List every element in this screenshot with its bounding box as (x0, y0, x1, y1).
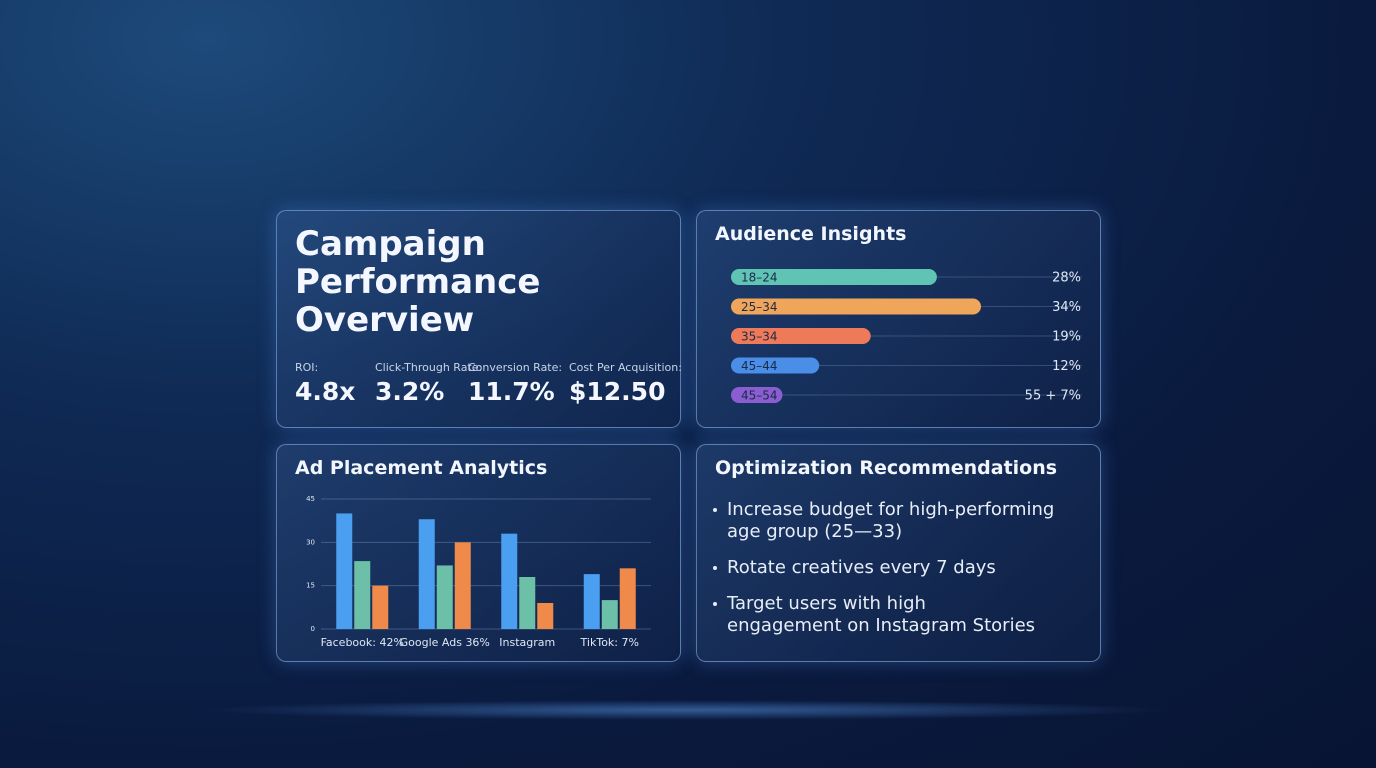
recommendation: Increase budget for high-performing age g… (713, 499, 1054, 543)
panel-title: Ad Placement Analytics (295, 457, 548, 479)
bar-label: 45–54 (741, 389, 778, 403)
bar (418, 519, 435, 629)
bar (519, 577, 536, 629)
bar-label: 45–44 (741, 359, 778, 373)
metric-label: Conversion Rate: (468, 361, 563, 374)
recommendations-panel: Optimization Recommendations Increase bu… (696, 444, 1101, 662)
bar (731, 328, 871, 344)
x-tick-label: Google Ads 36% (400, 636, 490, 649)
metric-value: 4.8x (295, 377, 356, 406)
x-tick-label: TikTok: 7% (580, 636, 639, 649)
bar (537, 603, 554, 629)
bar-label: 35–34 (741, 330, 778, 344)
title-line: Performance (295, 262, 541, 302)
bar (731, 357, 820, 374)
y-tick-label: 0 (311, 625, 315, 633)
floor-glow (200, 700, 1176, 720)
metric-label: Click-Through Rate: (375, 361, 483, 374)
metric-label: Cost Per Acquisition: (569, 361, 682, 374)
recommendation-line: Rotate creatives every 7 days (727, 557, 996, 578)
recommendation-list: Increase budget for high-performing age g… (713, 499, 1054, 651)
value-label: 19% (1052, 330, 1081, 345)
performance-panel: Campaign Performance Overview ROI: 4.8x Cl… (276, 210, 682, 428)
bar (501, 533, 518, 629)
metric-value: $12.50 (569, 377, 666, 406)
value-label: 55 + 7% (1025, 389, 1081, 404)
title-line: Overview (295, 300, 475, 340)
bar (583, 574, 600, 629)
bar-label: 25–34 (741, 300, 778, 314)
bar (354, 561, 371, 629)
recommendation-line: Increase budget for high-performing (727, 499, 1055, 520)
bar (372, 585, 389, 629)
bar (731, 387, 783, 403)
x-tick-label: Facebook: 42% (321, 636, 404, 649)
bar-label: 18–24 (741, 271, 778, 285)
placement-chart: 0 15 30 45 Facebook: 42%Google Ads 36% Instag… (306, 495, 651, 649)
audience-panel: Audience Insights 18–24 28% 25–34 34% 35–34 1… (696, 210, 1101, 428)
x-tick-label: Instagram (499, 636, 555, 649)
metric-value: 11.7% (468, 377, 555, 406)
bullet (713, 566, 717, 570)
y-tick-label: 45 (306, 495, 315, 503)
recommendation-line: Target users with high (727, 593, 926, 614)
metric-label: ROI: (295, 361, 319, 374)
performance-title: Campaign Performance Overview (295, 225, 540, 339)
recommendation: Target users with high engagement on Inst… (713, 593, 1054, 637)
bar (731, 269, 937, 285)
metric-value: 3.2% (375, 377, 445, 406)
value-label: 12% (1052, 359, 1081, 374)
bar (619, 568, 636, 629)
audience-chart: 18–24 28% 25–34 34% 35–34 19% 45–44 12% 45–54 55 … (731, 269, 1082, 404)
value-label: 28% (1052, 271, 1081, 286)
value-label: 34% (1052, 300, 1081, 315)
bar (336, 513, 353, 629)
panel-title: Audience Insights (715, 223, 907, 245)
y-tick-label: 15 (306, 582, 315, 590)
panel-title: Optimization Recommendations (715, 457, 1058, 479)
bullet (713, 602, 717, 606)
bar (436, 565, 453, 629)
placement-panel: Ad Placement Analytics 0 15 30 45 Facebook: … (276, 444, 681, 662)
bullet (713, 508, 717, 512)
title-line: Campaign (295, 224, 486, 264)
recommendation: Rotate creatives every 7 days (713, 557, 1054, 579)
bar (731, 298, 981, 315)
bar (454, 542, 471, 629)
recommendation-line: age group (25—33) (727, 521, 903, 542)
recommendation-line: engagement on Instagram Stories (727, 615, 1036, 636)
bar (601, 600, 618, 629)
y-tick-label: 30 (306, 538, 315, 546)
